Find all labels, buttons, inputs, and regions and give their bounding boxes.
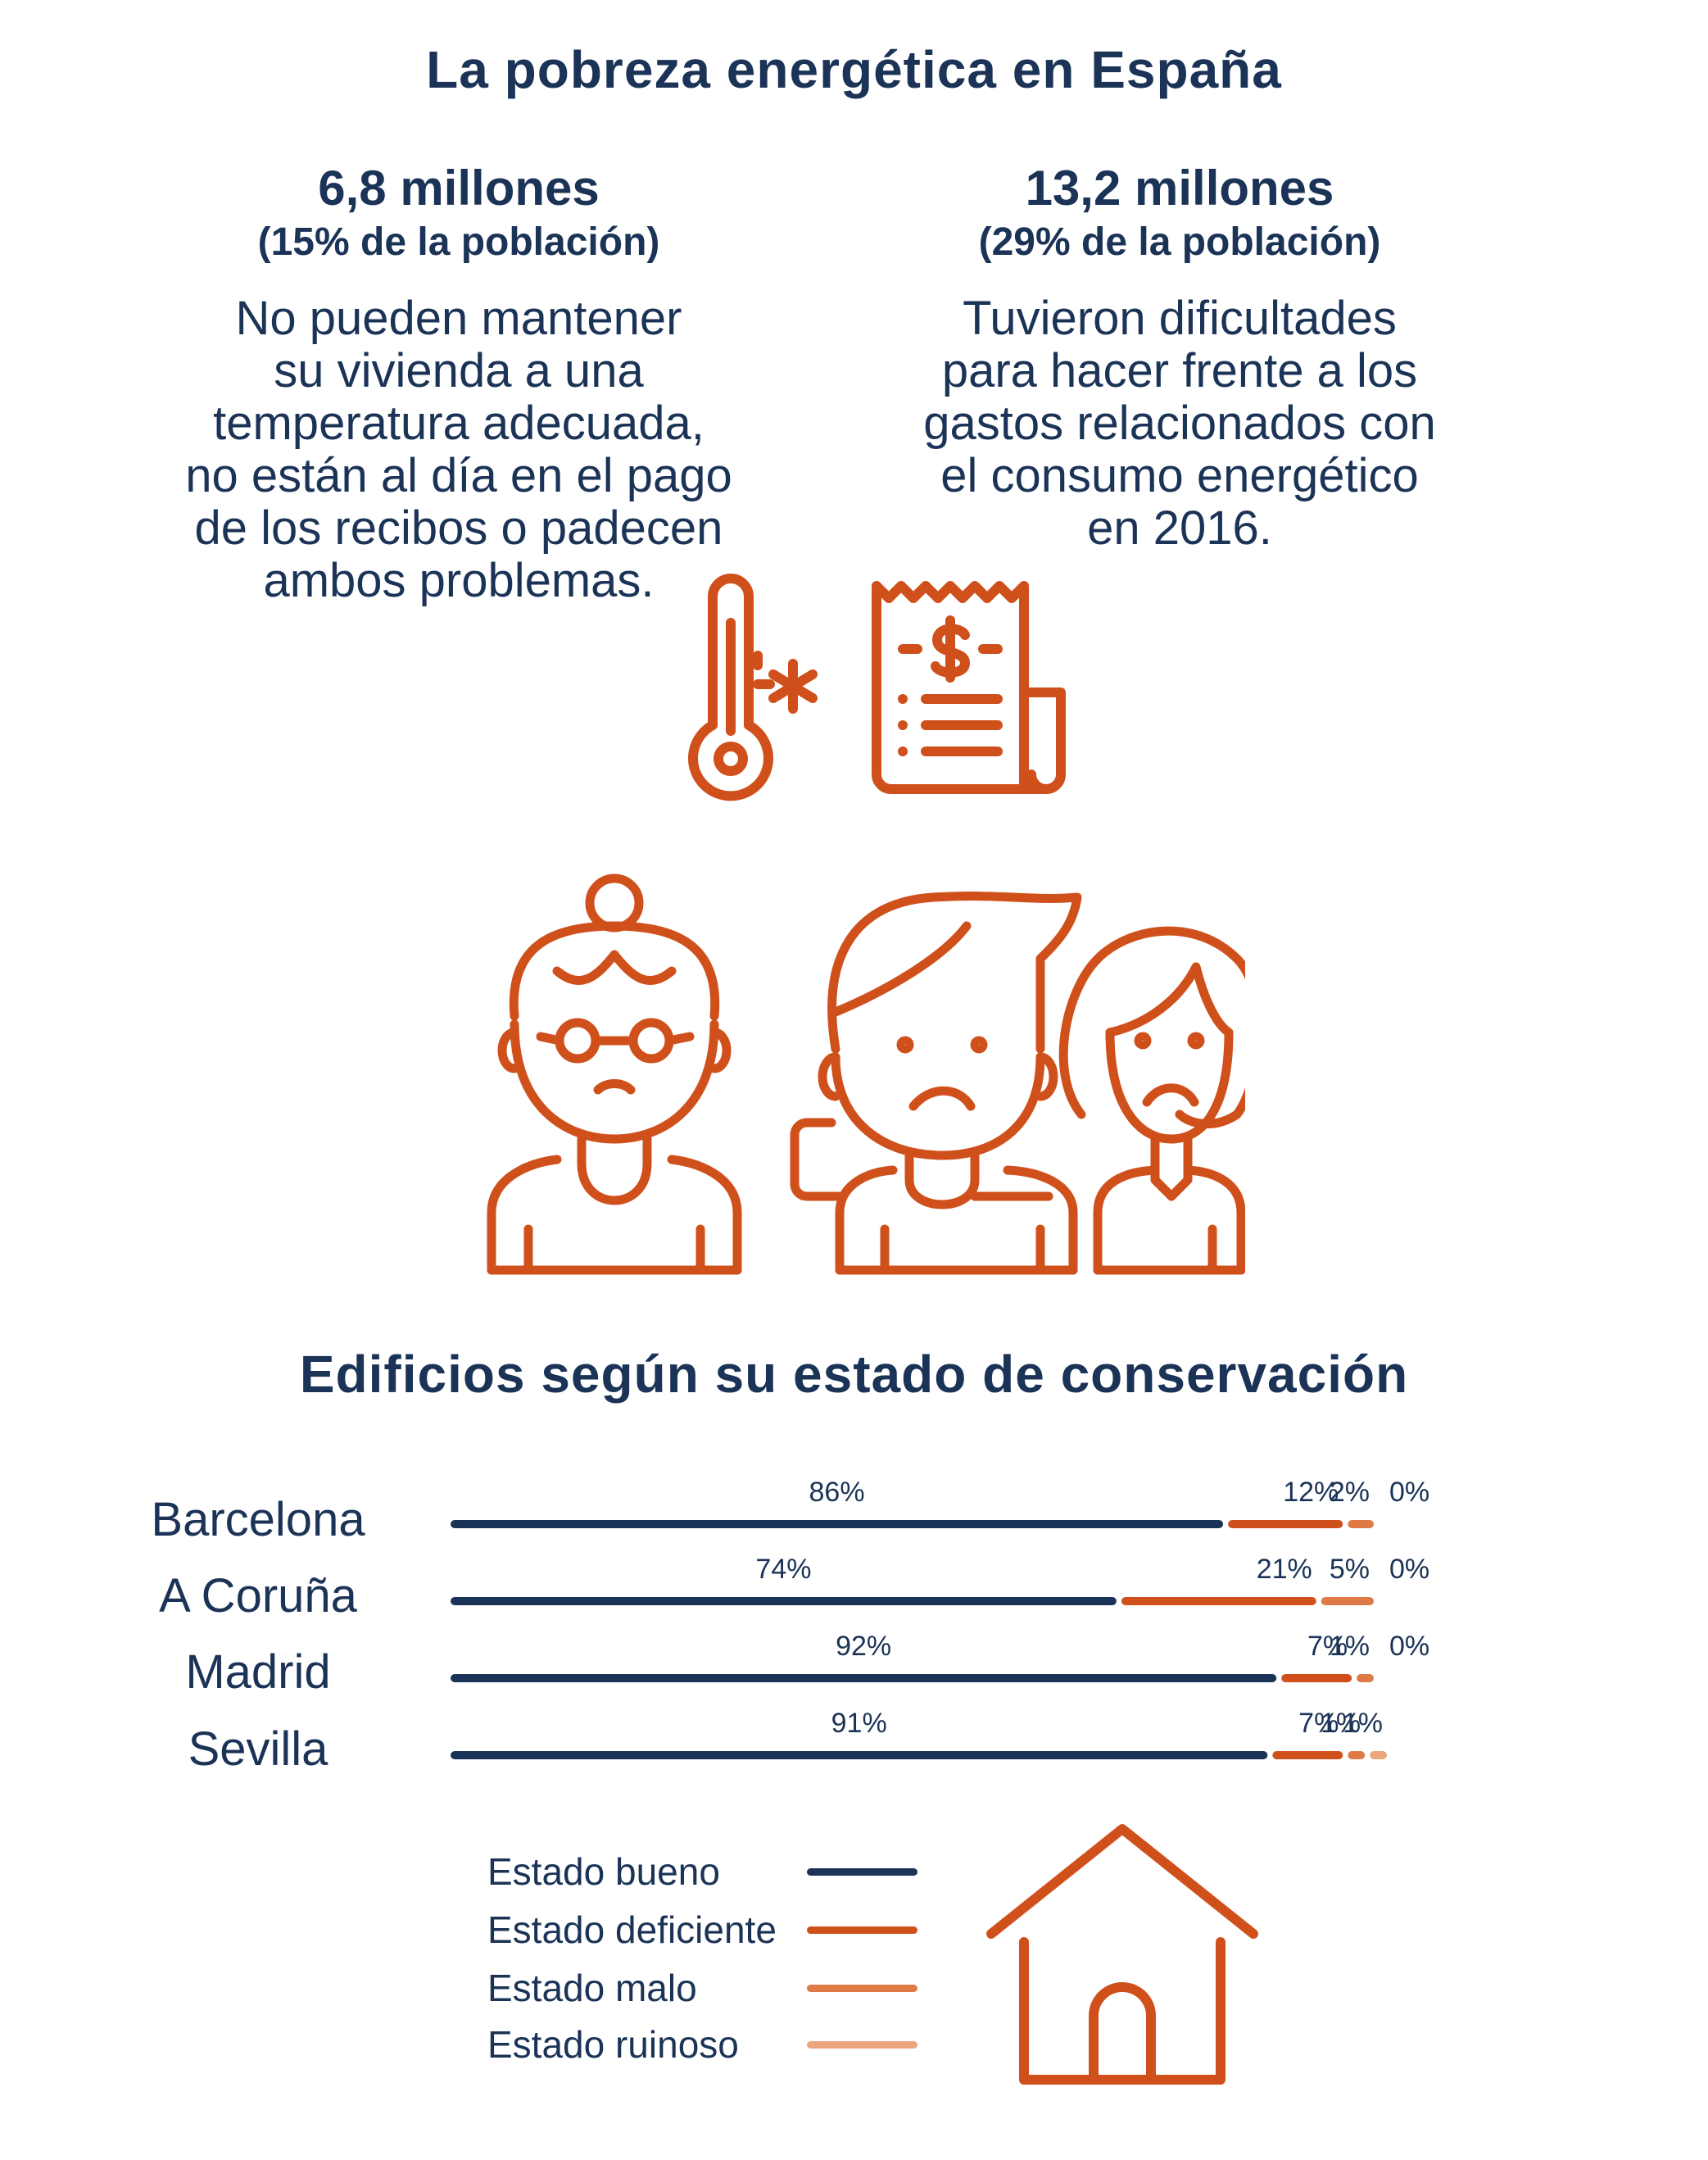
data-label: 2% xyxy=(1330,1477,1370,1508)
data-label: 7% xyxy=(1307,1631,1348,1662)
data-label: 86% xyxy=(809,1477,865,1508)
house-icon xyxy=(986,1824,1258,2085)
legend-swatch xyxy=(807,2041,917,2049)
stat-description-line: el consumo energético xyxy=(940,449,1419,502)
data-label: 1% xyxy=(1330,1631,1370,1662)
legend-swatch xyxy=(807,1985,917,1992)
legend-swatch xyxy=(807,1926,917,1934)
data-label: 74% xyxy=(755,1554,811,1585)
stat-description-line: Tuvieron dificultades xyxy=(963,292,1397,345)
legend-item-malo: Estado malo xyxy=(487,1963,946,2013)
city-label-sevilla: Sevilla xyxy=(188,1722,328,1776)
data-label: 1% xyxy=(1321,1708,1361,1739)
stat-description-line: ambos problemas. xyxy=(263,554,655,607)
city-label-a-coruna: A Coruña xyxy=(159,1569,357,1622)
stat-description-line: de los recibos o padecen xyxy=(194,501,723,555)
stat-percent: (29% de la población) xyxy=(978,220,1381,264)
page-title: La pobreza energética en España xyxy=(426,40,1282,99)
legend-label: Estado bueno xyxy=(487,1850,720,1893)
stat-description-line: no están al día en el pago xyxy=(185,449,732,502)
stat-description: No pueden mantener su vivienda a una tem… xyxy=(147,293,770,607)
legend-item-deficiente: Estado deficiente xyxy=(487,1905,946,1954)
legend-item-bueno: Estado bueno xyxy=(487,1847,946,1896)
stat-description-line: temperatura adecuada, xyxy=(213,397,704,450)
stat-figure: 6,8 millones xyxy=(318,161,600,216)
data-label: 0% xyxy=(1389,1477,1429,1508)
data-label: 0% xyxy=(1389,1631,1429,1662)
thermometer-icon xyxy=(688,574,818,801)
data-label: 21% xyxy=(1257,1554,1312,1585)
data-label: 0% xyxy=(1389,1554,1429,1585)
city-label-madrid: Madrid xyxy=(185,1645,331,1699)
bar-chart: 86% 12%2% 0%74% 21% 5% 0%92% 7%1% 0%91% 7%1%1% xyxy=(451,1477,1429,1759)
data-label: 1% xyxy=(1343,1708,1383,1739)
legend-item-ruinoso: Estado ruinoso xyxy=(487,2020,946,2069)
people-icon xyxy=(487,874,1245,1275)
stat-figure: 13,2 millones xyxy=(1025,161,1334,216)
stat-description-line: en 2016. xyxy=(1087,501,1272,555)
data-label: 12% xyxy=(1283,1477,1339,1508)
data-label: 92% xyxy=(836,1631,891,1662)
legend-label: Estado deficiente xyxy=(487,1908,777,1951)
bill-icon xyxy=(872,581,1066,794)
stat-block-right: 13,2 millones (29% de la población) Tuvi… xyxy=(868,160,1491,555)
stat-percent: (15% de la población) xyxy=(257,220,660,264)
legend-label: Estado malo xyxy=(487,1967,697,2009)
legend-label: Estado ruinoso xyxy=(487,2023,739,2066)
stat-description-line: su vivienda a una xyxy=(274,344,644,397)
stat-description: Tuvieron dificultades para hacer frente … xyxy=(868,293,1491,555)
stat-description-line: gastos relacionados con xyxy=(923,397,1436,450)
data-label: 91% xyxy=(831,1708,887,1739)
data-label: 5% xyxy=(1330,1554,1370,1585)
city-label-barcelona: Barcelona xyxy=(151,1493,365,1546)
stat-description-line: No pueden mantener xyxy=(235,292,682,345)
stat-description-line: para hacer frente a los xyxy=(941,344,1418,397)
stat-block-left: 6,8 millones (15% de la población) No pu… xyxy=(147,160,770,607)
data-label: 7% xyxy=(1298,1708,1339,1739)
chart-title: Edificios según su estado de conservació… xyxy=(299,1345,1409,1404)
legend-swatch xyxy=(807,1868,917,1876)
